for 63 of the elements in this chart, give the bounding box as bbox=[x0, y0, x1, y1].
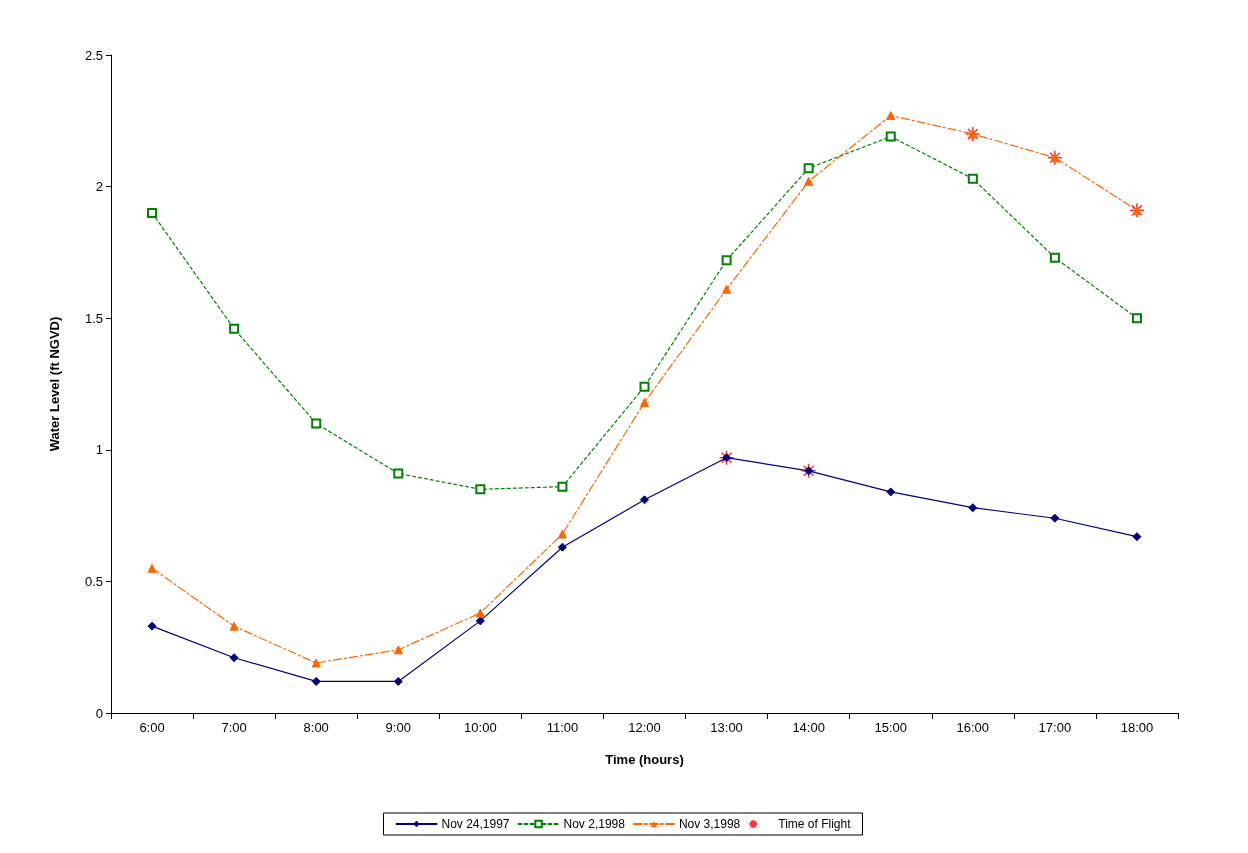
x-tick-label: 11:00 bbox=[546, 720, 579, 735]
x-axis-title: Time (hours) bbox=[605, 752, 684, 767]
point bbox=[803, 163, 814, 174]
point bbox=[722, 453, 732, 463]
point bbox=[475, 608, 485, 618]
point bbox=[147, 621, 157, 631]
y-tick-label: 2.5 bbox=[84, 47, 103, 63]
point bbox=[393, 645, 403, 655]
x-tick-label: 10:00 bbox=[464, 720, 497, 735]
y-tick-label: 2 bbox=[95, 179, 103, 195]
legend-label: Nov 24,1997 bbox=[441, 817, 510, 831]
x-tick-label: 9:00 bbox=[385, 720, 411, 735]
point bbox=[722, 284, 732, 294]
point bbox=[1132, 532, 1142, 542]
x-tick-label: 6:00 bbox=[139, 720, 165, 735]
point bbox=[311, 676, 321, 686]
legend-label: Nov 2,1998 bbox=[563, 817, 626, 831]
point bbox=[557, 529, 567, 539]
point bbox=[968, 503, 978, 513]
x-tick-label: 7:00 bbox=[221, 720, 247, 735]
point bbox=[557, 542, 567, 552]
y-axis-title: Water Level (ft NGVD) bbox=[47, 316, 62, 452]
point bbox=[967, 173, 978, 184]
point bbox=[393, 676, 403, 686]
point bbox=[886, 111, 896, 121]
legend-label: Nov 3,1998 bbox=[678, 817, 741, 831]
point bbox=[640, 397, 649, 407]
x-tick-label: 18:00 bbox=[1120, 720, 1154, 735]
y-tick-label: 0 bbox=[95, 705, 103, 721]
point bbox=[1050, 153, 1060, 163]
point bbox=[557, 481, 568, 492]
point bbox=[147, 563, 157, 573]
y-tick-label: 1.5 bbox=[84, 310, 103, 326]
point bbox=[885, 131, 896, 142]
point bbox=[475, 616, 485, 626]
x-tick-label: 12:00 bbox=[628, 720, 661, 735]
x-tick-label: 14:00 bbox=[792, 720, 825, 735]
point bbox=[1050, 513, 1060, 523]
point bbox=[229, 621, 239, 631]
x-tick-label: 16:00 bbox=[956, 720, 990, 735]
point bbox=[147, 207, 158, 218]
point bbox=[311, 418, 322, 429]
point bbox=[393, 468, 404, 479]
point bbox=[721, 255, 732, 266]
y-tick-label: 1 bbox=[95, 442, 103, 458]
point bbox=[475, 484, 486, 495]
point bbox=[1131, 313, 1142, 324]
point bbox=[804, 176, 814, 186]
point bbox=[1132, 205, 1142, 215]
x-tick-label: 8:00 bbox=[303, 720, 329, 735]
point bbox=[229, 653, 239, 663]
x-tick-label: 17:00 bbox=[1038, 720, 1072, 735]
point bbox=[229, 323, 240, 334]
legend-label: Time of Flight bbox=[778, 817, 852, 831]
x-tick-label: 13:00 bbox=[710, 720, 743, 735]
point bbox=[311, 658, 321, 668]
y-tick-label: 0.5 bbox=[84, 573, 103, 589]
point bbox=[886, 487, 896, 497]
point bbox=[1049, 252, 1060, 263]
point bbox=[639, 381, 650, 392]
point bbox=[804, 466, 814, 476]
point bbox=[640, 495, 649, 505]
x-tick-label: 15:00 bbox=[874, 720, 907, 735]
